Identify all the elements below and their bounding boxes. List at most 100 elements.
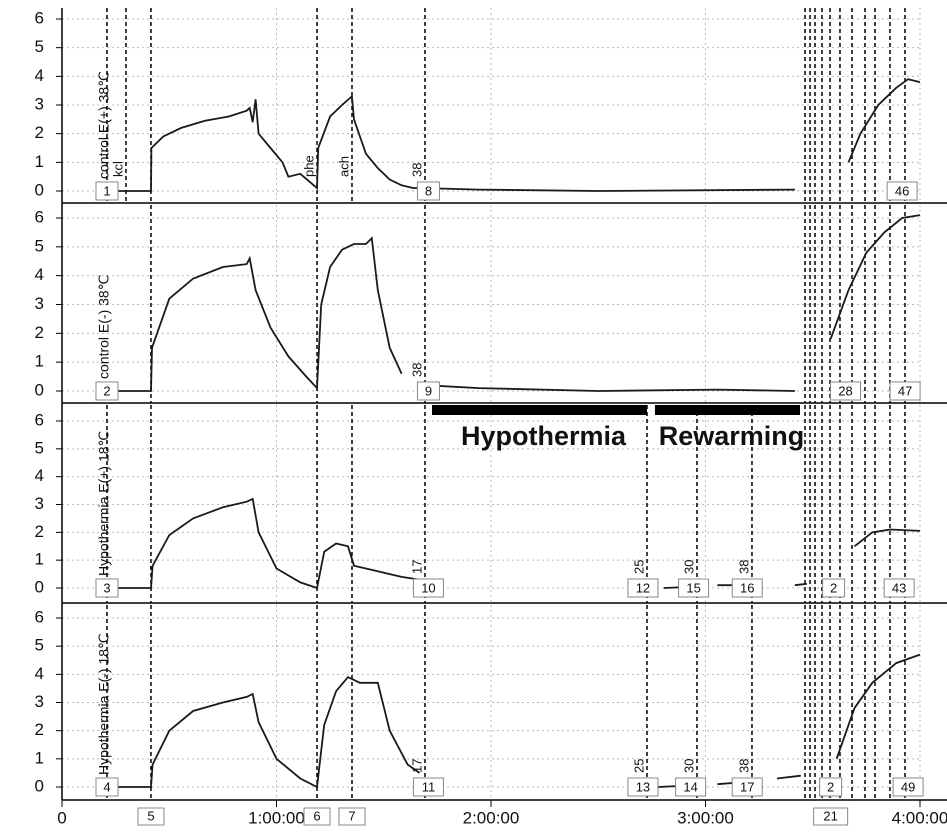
y-tick-label: 1: [35, 152, 44, 171]
y-axis-label: control E(-) 38℃: [96, 275, 112, 379]
y-tick-label: 2: [35, 522, 44, 541]
event-box-label: 7: [348, 808, 355, 823]
period-label: Rewarming: [659, 421, 805, 451]
event-box: [412, 578, 444, 598]
event-box-label: 46: [895, 183, 909, 198]
y-tick-label: 6: [35, 207, 44, 226]
period-label: Hypothermia: [461, 421, 627, 451]
y-tick-label: 5: [35, 438, 44, 457]
y-tick-label: 4: [35, 466, 44, 485]
event-box-label: 13: [636, 779, 650, 794]
event-note: ach: [336, 156, 351, 177]
event-box-label: 6: [313, 808, 320, 823]
event-note: 38: [409, 363, 424, 377]
event-note: 17: [409, 759, 424, 773]
event-note: 30: [681, 759, 696, 773]
y-tick-label: 3: [35, 294, 44, 313]
period-bar: [654, 405, 800, 415]
event-box-label: 1: [103, 183, 110, 198]
event-note: 30: [681, 560, 696, 574]
event-box: [889, 381, 921, 401]
trace: [107, 78, 921, 192]
event-note: phe: [301, 155, 316, 177]
y-tick-label: 5: [35, 37, 44, 56]
y-axis-label: Hypothermia E(-) 18℃: [96, 633, 112, 775]
event-note: 17: [409, 560, 424, 574]
event-box: [338, 807, 366, 826]
x-tick-label: 0: [57, 808, 66, 827]
x-tick-label: 3:00:00: [677, 808, 734, 827]
trace: [103, 497, 921, 590]
event-box: [95, 578, 119, 598]
event-box-label: 2: [830, 580, 837, 595]
event-box-label: 17: [740, 779, 754, 794]
event-box-label: 28: [838, 383, 852, 398]
x-tick-label: 2:00:00: [463, 808, 520, 827]
trace: [97, 214, 921, 392]
event-box-label: 11: [422, 779, 436, 794]
y-tick-label: 2: [35, 720, 44, 739]
y-tick-label: 5: [35, 636, 44, 655]
y-tick-label: 2: [35, 123, 44, 142]
event-box: [886, 181, 918, 201]
event-box: [813, 807, 849, 826]
y-tick-label: 1: [35, 550, 44, 569]
event-note: 38: [736, 560, 751, 574]
event-note: 38: [736, 759, 751, 773]
event-box: [416, 381, 440, 401]
event-box-label: 49: [901, 779, 915, 794]
y-axis-label: control E(+) 38℃: [96, 71, 112, 179]
event-box: [731, 578, 763, 598]
y-tick-label: 5: [35, 236, 44, 255]
event-box-label: 43: [892, 580, 906, 595]
y-tick-label: 3: [35, 494, 44, 513]
event-box-label: 3: [103, 580, 110, 595]
event-box: [819, 777, 843, 797]
event-box-label: 15: [686, 580, 700, 595]
y-tick-label: 6: [35, 8, 44, 27]
event-box: [95, 381, 119, 401]
event-box: [95, 181, 119, 201]
y-tick-label: 0: [35, 776, 44, 795]
event-box-label: 14: [683, 779, 697, 794]
event-box-label: 12: [636, 580, 650, 595]
event-box-label: 8: [425, 183, 432, 198]
event-box: [137, 807, 165, 826]
event-box-label: 9: [425, 383, 432, 398]
event-note: kcl: [110, 161, 125, 177]
event-box: [822, 578, 846, 598]
event-box-label: 2: [827, 779, 834, 794]
event-box: [678, 578, 710, 598]
y-tick-label: 0: [35, 380, 44, 399]
event-box-label: 10: [421, 580, 435, 595]
event-box-label: 2: [103, 383, 110, 398]
event-box: [731, 777, 763, 797]
x-tick-label: 1:00:00: [248, 808, 305, 827]
y-tick-label: 3: [35, 692, 44, 711]
event-box: [675, 777, 707, 797]
event-box-label: 16: [740, 580, 754, 595]
period-bar: [432, 405, 647, 415]
event-box: [95, 777, 119, 797]
event-note: 25: [631, 759, 646, 773]
event-box: [303, 807, 331, 826]
event-box: [883, 578, 915, 598]
event-box-label: 47: [898, 383, 912, 398]
event-box-label: 4: [103, 779, 110, 794]
y-tick-label: 4: [35, 265, 44, 284]
event-box: [627, 777, 659, 797]
event-box: [830, 381, 862, 401]
event-box: [627, 578, 659, 598]
x-tick-label: 4:00:00: [892, 808, 947, 827]
event-box: [412, 777, 444, 797]
event-note: 25: [631, 560, 646, 574]
event-box: [416, 181, 440, 201]
y-tick-label: 1: [35, 748, 44, 767]
y-tick-label: 6: [35, 607, 44, 626]
y-tick-label: 6: [35, 410, 44, 429]
y-tick-label: 0: [35, 180, 44, 199]
y-axis-label: Hypothermia E(+) 18℃: [96, 431, 112, 576]
event-box-label: 5: [147, 808, 154, 823]
